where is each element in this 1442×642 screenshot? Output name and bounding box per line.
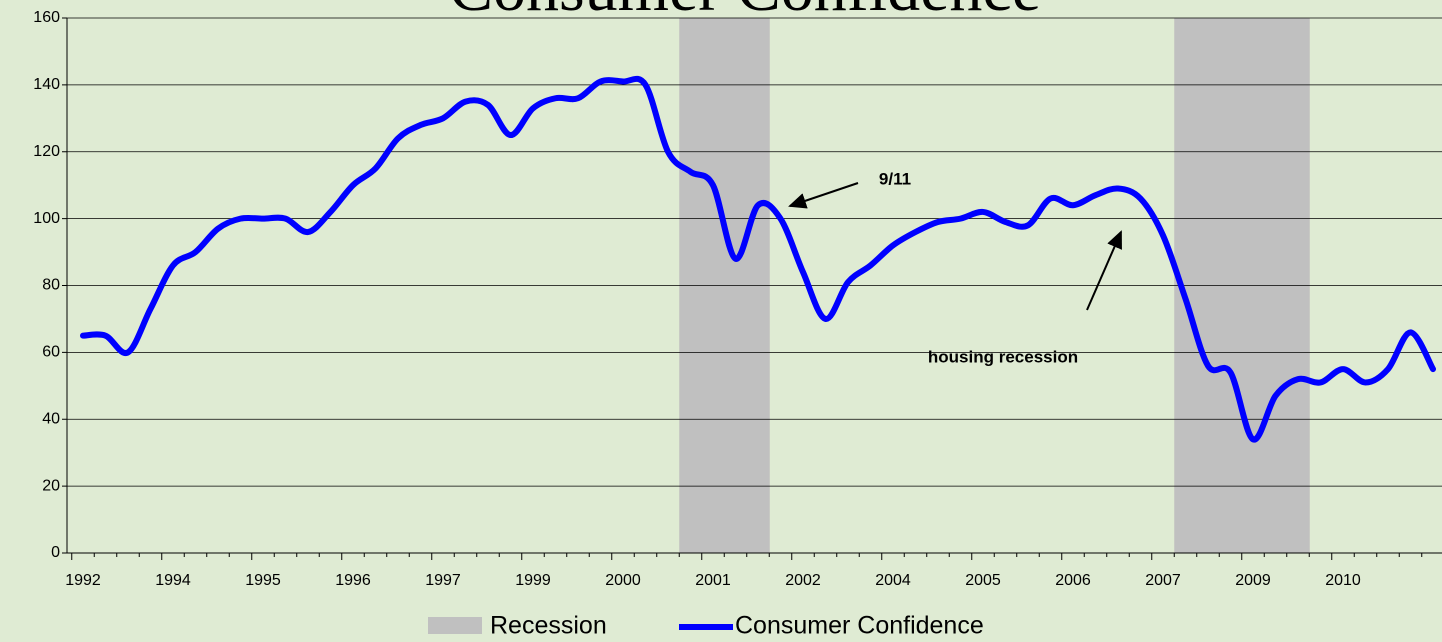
x-tick-label: 1999 xyxy=(515,572,551,589)
x-tick-label: 1997 xyxy=(425,572,461,589)
x-tick-label: 1996 xyxy=(335,572,371,589)
legend: Recession Consumer Confidence xyxy=(428,612,984,640)
y-tick-label: 80 xyxy=(42,277,60,294)
y-tick-label: 160 xyxy=(33,9,60,26)
x-tick-label: 2007 xyxy=(1145,572,1181,589)
annotation-arrow xyxy=(1086,230,1122,311)
x-tick-label: 1995 xyxy=(245,572,281,589)
chart-title: Consumer Confidence xyxy=(449,0,1041,25)
x-tick-label: 1994 xyxy=(155,572,191,589)
x-tick-label: 2006 xyxy=(1055,572,1091,589)
x-tick-label: 2000 xyxy=(605,572,641,589)
confidence-line xyxy=(80,75,1436,443)
x-tick-label: 2002 xyxy=(785,572,821,589)
y-tick-label: 140 xyxy=(33,76,60,93)
annotation: housing recession xyxy=(928,347,1078,366)
x-tick-label: 2004 xyxy=(875,572,911,589)
x-tick-label: 2001 xyxy=(695,572,731,589)
y-tick-label: 120 xyxy=(33,143,60,160)
legend-swatch xyxy=(428,617,482,634)
x-tick-label: 2010 xyxy=(1325,572,1361,589)
y-tick-label: 40 xyxy=(42,410,60,427)
x-tick-label: 1992 xyxy=(65,572,101,589)
y-tick-label: 100 xyxy=(33,210,60,227)
legend-label: Recession xyxy=(490,612,607,640)
y-tick-label: 20 xyxy=(42,477,60,494)
legend-label: Consumer Confidence xyxy=(735,612,984,640)
y-tick-label: 60 xyxy=(42,344,60,361)
x-tick-label: 2005 xyxy=(965,572,1001,589)
x-tick-label: 2009 xyxy=(1235,572,1271,589)
y-tick-label: 0 xyxy=(51,544,60,561)
annotation-arrow xyxy=(788,182,859,209)
annotation: 9/11 xyxy=(879,169,911,188)
